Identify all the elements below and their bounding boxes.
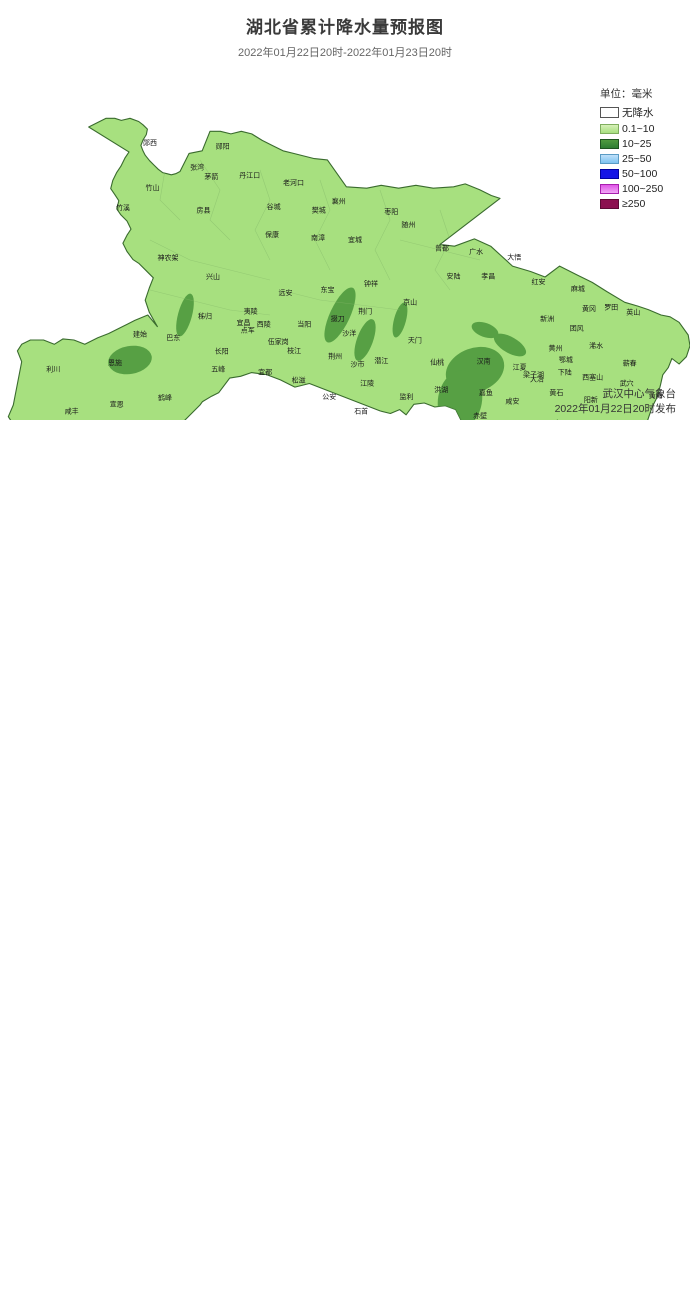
svg-text:仙桃: 仙桃	[430, 358, 444, 367]
svg-text:咸安: 咸安	[505, 396, 519, 405]
svg-text:随州: 随州	[401, 220, 415, 229]
svg-text:点军: 点军	[241, 327, 255, 335]
svg-text:荆州: 荆州	[328, 352, 342, 361]
svg-text:广水: 广水	[469, 247, 483, 256]
svg-text:竹山: 竹山	[146, 183, 160, 192]
svg-text:潜江: 潜江	[374, 356, 388, 365]
svg-text:樊城: 樊城	[312, 205, 326, 214]
svg-text:伍家岗: 伍家岗	[268, 337, 289, 346]
svg-text:西塞山: 西塞山	[582, 372, 603, 381]
svg-text:竹溪: 竹溪	[116, 203, 130, 212]
svg-text:恩施: 恩施	[108, 358, 122, 367]
svg-text:郧西: 郧西	[143, 139, 157, 147]
svg-text:大悟: 大悟	[507, 252, 521, 261]
svg-text:夷陵: 夷陵	[244, 307, 258, 316]
svg-text:鹤峰: 鹤峰	[158, 393, 172, 402]
svg-text:咸丰: 咸丰	[65, 406, 79, 415]
svg-text:建始: 建始	[133, 330, 147, 339]
svg-text:沙市: 沙市	[351, 359, 365, 368]
svg-text:黄州: 黄州	[549, 343, 563, 352]
svg-text:大冶: 大冶	[530, 375, 544, 384]
svg-text:谷城: 谷城	[267, 202, 281, 211]
svg-text:英山: 英山	[626, 308, 640, 317]
svg-text:房县: 房县	[197, 205, 211, 214]
svg-text:松滋: 松滋	[292, 375, 306, 384]
svg-text:公安: 公安	[322, 392, 336, 401]
svg-text:枣阳: 枣阳	[384, 207, 398, 216]
svg-text:兴山: 兴山	[206, 272, 220, 281]
svg-text:监利: 监利	[400, 392, 414, 401]
svg-text:罗田: 罗田	[604, 304, 618, 312]
svg-text:沙洋: 沙洋	[342, 328, 356, 337]
svg-text:老河口: 老河口	[283, 178, 304, 187]
svg-text:长阳: 长阳	[215, 346, 229, 355]
svg-text:神农架: 神农架	[158, 253, 179, 262]
svg-text:新洲: 新洲	[540, 314, 554, 323]
svg-text:江夏: 江夏	[513, 363, 527, 371]
svg-text:荆门: 荆门	[358, 307, 372, 316]
svg-text:保康: 保康	[265, 230, 279, 239]
svg-text:郧阳: 郧阳	[216, 142, 230, 151]
svg-text:远安: 远安	[279, 288, 293, 297]
svg-text:利川: 利川	[46, 365, 60, 374]
svg-text:当阳: 当阳	[297, 320, 311, 329]
svg-text:石首: 石首	[354, 407, 368, 416]
svg-text:宜城: 宜城	[348, 235, 362, 244]
svg-text:麻城: 麻城	[571, 284, 585, 293]
svg-text:西陵: 西陵	[257, 320, 271, 329]
svg-text:黄冈: 黄冈	[582, 304, 596, 313]
svg-text:宣恩: 宣恩	[110, 400, 124, 409]
svg-text:红安: 红安	[532, 277, 546, 286]
svg-text:宜都: 宜都	[258, 367, 272, 376]
svg-text:嘉鱼: 嘉鱼	[479, 388, 493, 397]
svg-text:张湾: 张湾	[190, 162, 204, 171]
svg-text:南漳: 南漳	[311, 233, 325, 242]
svg-text:东宝: 东宝	[321, 285, 335, 294]
svg-text:钟祥: 钟祥	[364, 279, 378, 288]
svg-text:枝江: 枝江	[287, 346, 301, 355]
svg-text:襄州: 襄州	[332, 196, 346, 205]
svg-text:洪湖: 洪湖	[434, 385, 448, 394]
svg-text:赤壁: 赤壁	[473, 411, 487, 420]
svg-text:江陵: 江陵	[360, 379, 374, 388]
svg-text:宜昌: 宜昌	[237, 318, 251, 327]
svg-text:孝昌: 孝昌	[481, 273, 495, 281]
svg-text:巴东: 巴东	[166, 333, 180, 342]
svg-text:汉南: 汉南	[477, 357, 491, 366]
svg-text:茅箭: 茅箭	[204, 172, 218, 181]
svg-text:下陆: 下陆	[558, 368, 572, 377]
svg-text:浠水: 浠水	[589, 341, 603, 350]
svg-text:掇刀: 掇刀	[331, 314, 345, 323]
svg-text:京山: 京山	[403, 297, 417, 306]
svg-text:天门: 天门	[408, 336, 422, 345]
svg-text:秭归: 秭归	[198, 311, 212, 320]
svg-text:丹江口: 丹江口	[239, 171, 260, 179]
svg-text:蕲春: 蕲春	[623, 358, 637, 367]
svg-text:曾都: 曾都	[435, 243, 449, 252]
svg-text:鄂城: 鄂城	[559, 355, 573, 364]
svg-text:五峰: 五峰	[211, 365, 225, 374]
svg-text:团风: 团风	[570, 325, 584, 333]
svg-text:安陆: 安陆	[447, 272, 461, 281]
